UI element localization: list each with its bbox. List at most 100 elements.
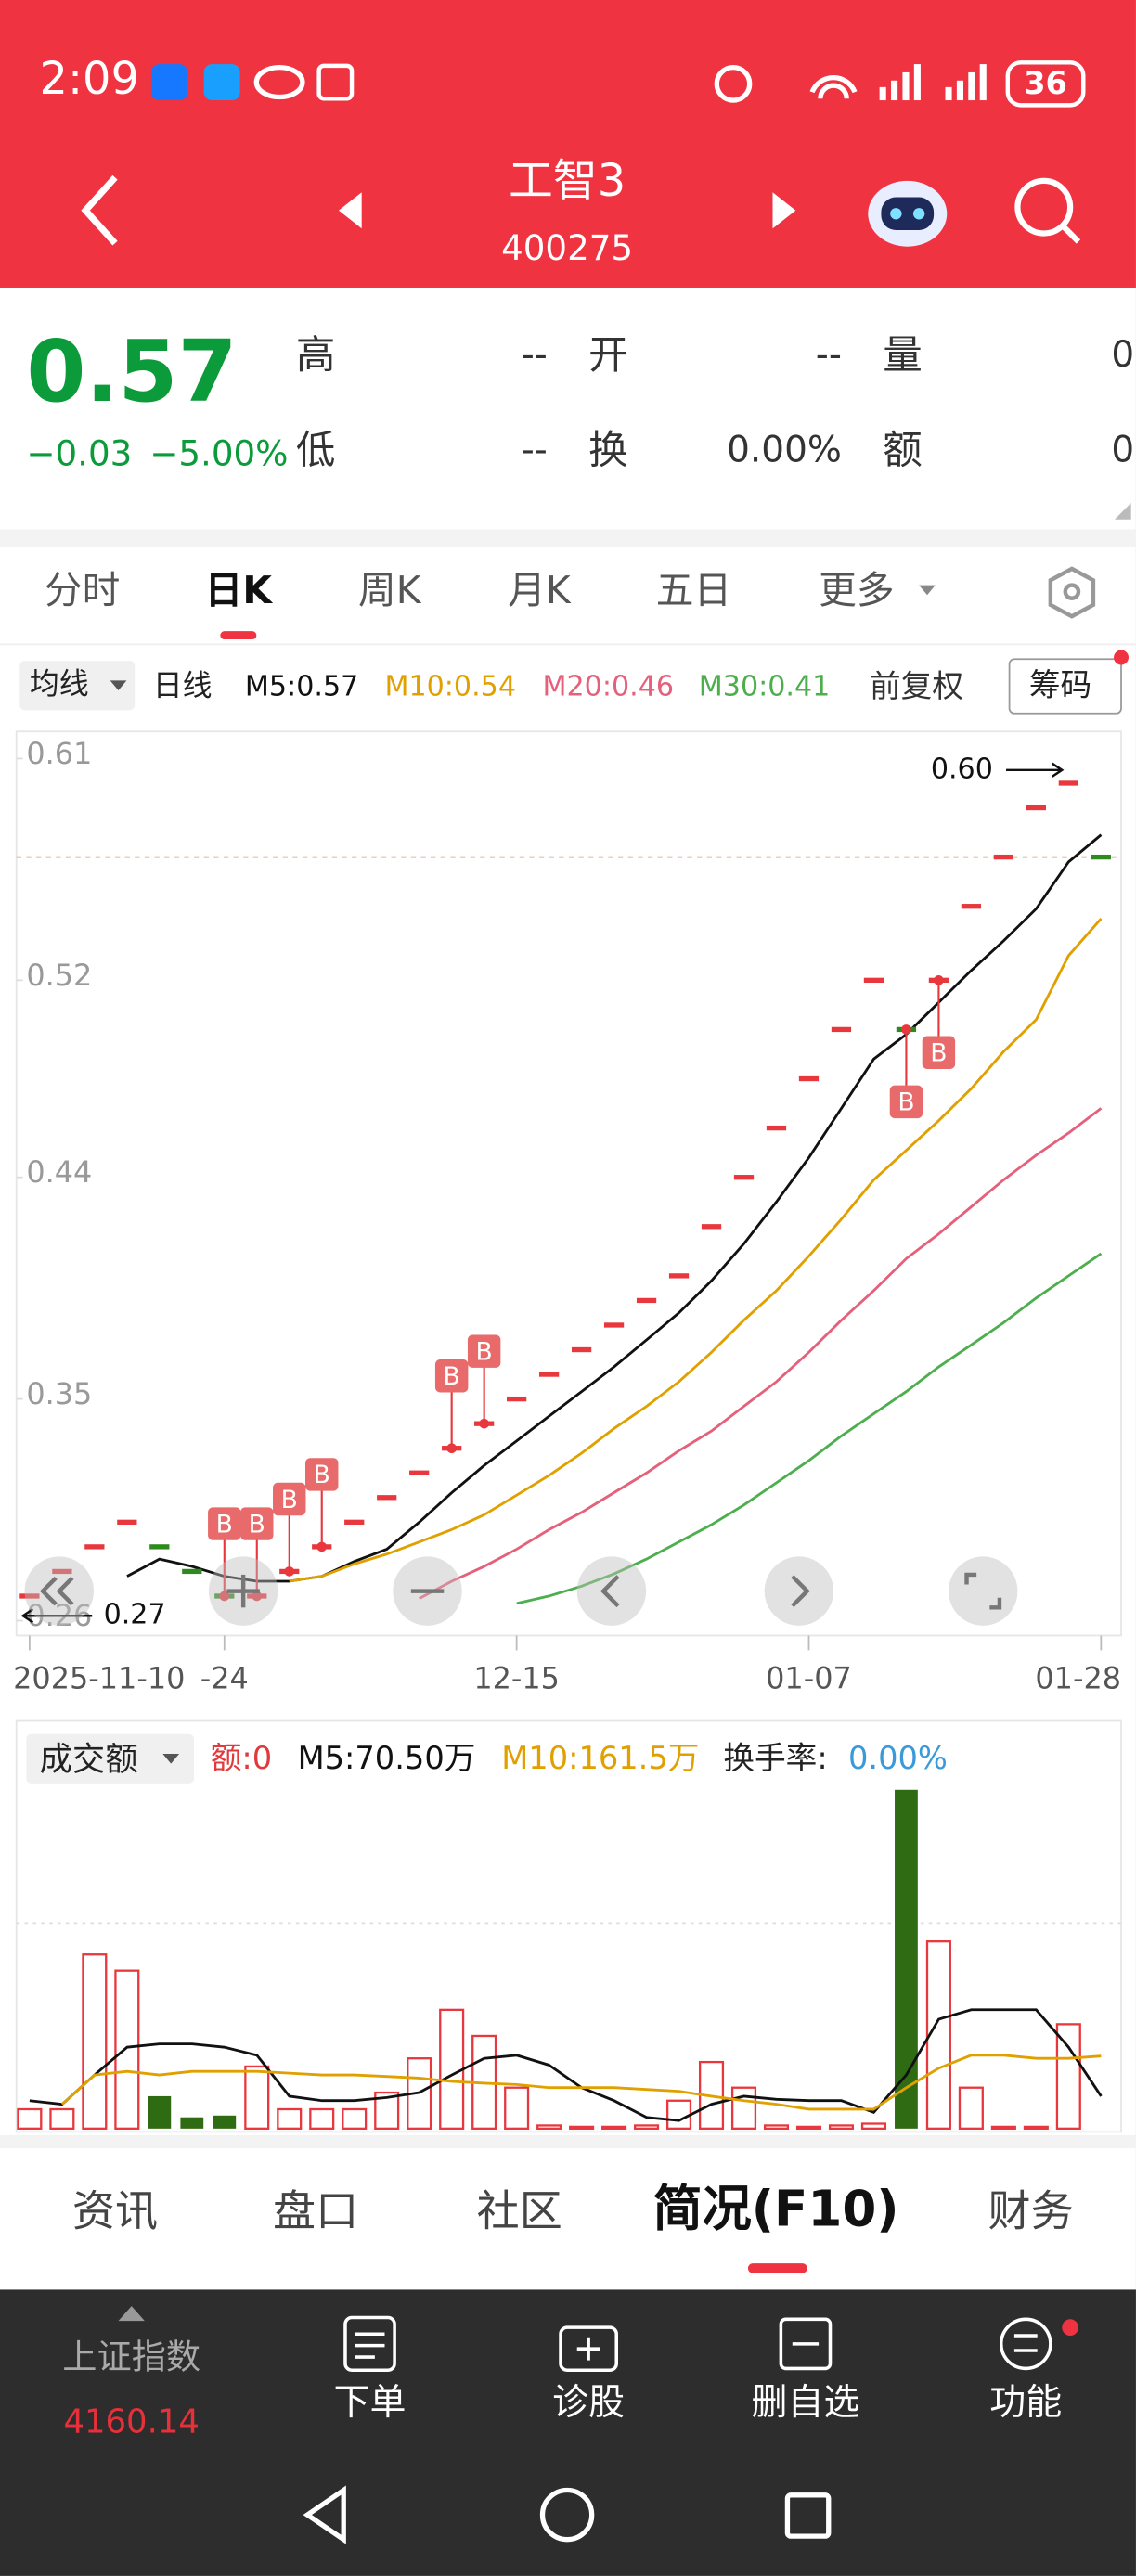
field-label: 换 (588, 427, 628, 474)
toolbar-button[interactable]: 删自选 (751, 2383, 860, 2425)
back-button[interactable] (81, 174, 118, 246)
legend-item: M10:0.54 (384, 670, 516, 704)
nfc-icon (316, 63, 355, 101)
volume-bar (277, 2107, 303, 2130)
index-name[interactable]: 上证指数 (62, 2337, 201, 2377)
search-icon[interactable] (1014, 177, 1074, 237)
volume-bar (958, 2086, 984, 2130)
index-value: 4160.14 (63, 2401, 200, 2441)
x-tick-label: 2025-11-10 (13, 1660, 185, 1695)
fullscreen[interactable] (949, 1556, 1018, 1626)
dropdown-arrow (110, 680, 127, 690)
period-tab[interactable]: 周K (358, 570, 421, 613)
ma-line (289, 918, 1103, 1583)
y-tick-label: 0.61 (26, 736, 92, 771)
ma-line (126, 833, 1103, 1583)
app-icon (150, 64, 187, 101)
toolbar-button[interactable]: 下单 (333, 2383, 407, 2425)
marker-dot (284, 1566, 295, 1577)
scroll-right[interactable] (764, 1556, 834, 1626)
badge (1062, 2319, 1078, 2337)
period-tab[interactable]: 月K (508, 570, 571, 613)
price-change: −0.03 (26, 433, 133, 474)
bottom-tab[interactable]: 盘口 (273, 2187, 359, 2237)
candle (409, 1470, 430, 1475)
ma-button-label[interactable]: 均线 (29, 667, 89, 702)
robot-icon[interactable] (868, 180, 948, 247)
candle (733, 1175, 755, 1180)
volume-button[interactable] (26, 1733, 195, 1784)
legend-item: M20:0.46 (542, 670, 675, 704)
volume-bar (569, 2125, 595, 2130)
bottom-tab[interactable]: 社区 (476, 2187, 562, 2237)
marker-dot (446, 1443, 457, 1454)
candle (182, 1568, 202, 1575)
settings-icon[interactable] (1048, 566, 1096, 619)
candle (344, 1519, 365, 1525)
tab-indicator (747, 2263, 807, 2273)
toolbar-bg (0, 2289, 1136, 2576)
plot-frame (15, 730, 1122, 1637)
nav-home[interactable] (539, 2487, 595, 2543)
candle (1026, 805, 1046, 811)
dropdown-arrow (162, 1753, 180, 1764)
chips-label[interactable]: 筹码 (1028, 667, 1092, 704)
field-label: 额 (883, 427, 923, 474)
ma-line (29, 2008, 1103, 2122)
ma-line (516, 1252, 1103, 1605)
prev-stock[interactable] (338, 192, 362, 229)
volume-title[interactable]: 成交额 (39, 1739, 138, 1779)
y-tick-label: 0.52 (26, 958, 92, 993)
chart-controls (24, 1556, 1018, 1626)
volume-bar (895, 1789, 918, 2129)
toolbar-button[interactable]: 功能 (989, 2383, 1063, 2425)
volume-frame (15, 1719, 1122, 2133)
candle (701, 1224, 722, 1230)
toolbar-button[interactable]: 诊股 (552, 2383, 626, 2425)
period-tab[interactable]: 更多 (819, 570, 895, 613)
period-tab[interactable]: 分时 (44, 570, 121, 613)
chips-button[interactable] (1008, 658, 1122, 715)
separator (0, 529, 1136, 547)
buy-marker (922, 1036, 956, 1069)
bottom-tab[interactable]: 资讯 (71, 2187, 159, 2237)
x-tick-label: 01-07 (766, 1660, 852, 1695)
ma-button[interactable] (19, 661, 136, 711)
field-label: 低 (295, 427, 336, 474)
volume-bar (925, 1940, 951, 2130)
field-label: 量 (883, 331, 923, 379)
field-value: -- (521, 431, 548, 472)
field-value: 0 (1111, 431, 1135, 472)
next-stock[interactable] (772, 192, 796, 229)
volume-bar (148, 2095, 172, 2129)
volume-bar (342, 2107, 368, 2130)
field-value: -- (815, 335, 842, 377)
candle (668, 1273, 690, 1279)
marker-dot (901, 1024, 911, 1035)
buy-marker (889, 1085, 923, 1119)
bottom-tab[interactable]: 财务 (988, 2187, 1074, 2237)
volume-bar (536, 2124, 562, 2130)
scroll-left[interactable] (576, 1556, 647, 1626)
candle (961, 904, 982, 909)
candle (603, 1322, 625, 1328)
adjust-label[interactable]: 前复权 (870, 668, 964, 705)
buy-marker (240, 1507, 274, 1540)
volume-bar (860, 2122, 886, 2130)
period-tab[interactable]: 五日 (655, 570, 732, 613)
bottom-tab[interactable]: 简况(F10) (652, 2181, 899, 2239)
badge (1114, 650, 1129, 665)
buy-marker-label: B (476, 1337, 493, 1366)
buy-marker (434, 1359, 469, 1393)
candle (766, 1125, 787, 1131)
settings-icon (1063, 583, 1081, 600)
volume-bar (439, 2008, 465, 2130)
nav-recent[interactable] (784, 2492, 832, 2539)
period-tab[interactable]: 日K (204, 570, 272, 613)
stock-code: 400275 (501, 228, 634, 268)
buy-marker-label: B (897, 1088, 914, 1117)
nav-back[interactable] (303, 2485, 346, 2544)
volume-bar (49, 2107, 75, 2130)
